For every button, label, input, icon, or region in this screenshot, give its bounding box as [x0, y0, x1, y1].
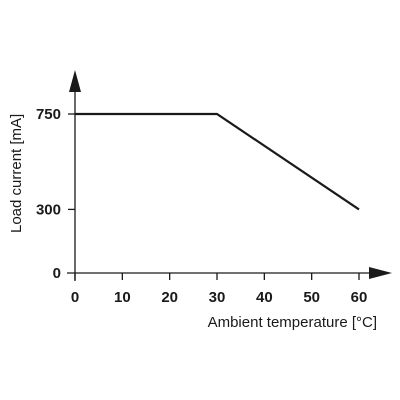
y-tick-label: 0 — [53, 265, 61, 282]
x-axis-arrow — [369, 267, 392, 279]
x-tick-label: 30 — [209, 289, 226, 306]
y-axis-label: Load current [mA] — [8, 114, 25, 233]
axes — [67, 70, 392, 281]
x-tick-label: 60 — [351, 289, 368, 306]
x-axis-ticks: 0 10 20 30 40 50 60 — [71, 273, 368, 306]
x-tick-label: 40 — [256, 289, 273, 306]
series-group — [75, 112, 360, 211]
y-tick-label: 750 — [36, 106, 61, 123]
y-axis-arrow — [69, 70, 81, 92]
y-tick-label: 300 — [36, 201, 61, 218]
x-tick-label: 10 — [114, 289, 131, 306]
x-axis-label: Ambient temperature [°C] — [208, 314, 377, 331]
x-tick-label: 20 — [161, 289, 178, 306]
x-tick-label: 50 — [303, 289, 320, 306]
load-current-line — [75, 112, 360, 211]
x-tick-label: 0 — [71, 289, 79, 306]
y-axis-ticks: 0 300 750 — [36, 106, 75, 282]
